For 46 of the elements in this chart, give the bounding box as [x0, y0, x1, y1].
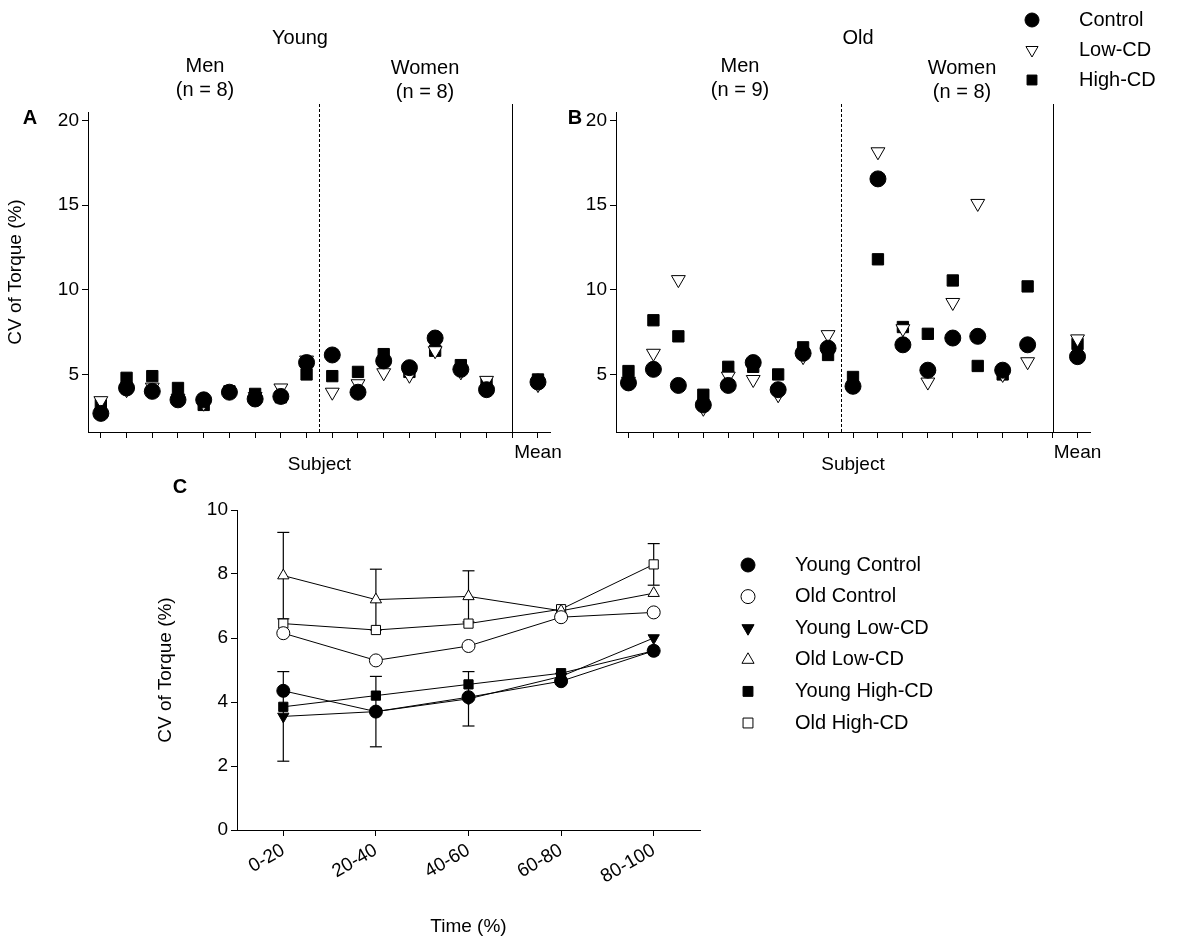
y-tick-label: 15 — [585, 193, 607, 215]
y-tick-label: 15 — [57, 193, 79, 215]
y-tick-label: 5 — [68, 362, 79, 384]
y-tick-label: 2 — [217, 754, 228, 776]
y-tick-label: 20 — [57, 108, 79, 130]
legend-label: Low-CD — [1079, 37, 1152, 60]
y-tick-label: 10 — [585, 278, 607, 300]
y-tick-label: 0 — [217, 818, 228, 840]
y-tick-label: 10 — [206, 498, 228, 520]
legend-label: Old High-CD — [795, 710, 909, 733]
text: C — [172, 474, 188, 497]
x-tick-label: 0-20 — [244, 838, 288, 876]
text: Women — [927, 55, 997, 78]
text: Women — [390, 55, 460, 78]
text: (n = 8) — [175, 77, 235, 100]
y-tick-label: 6 — [217, 626, 228, 648]
legend-label: Old Control — [795, 584, 897, 607]
x-tick-label: Mean — [514, 440, 562, 462]
text: B — [567, 105, 583, 128]
legend-label: Old Low-CD — [795, 647, 904, 670]
x-axis-title: Time (%) — [430, 914, 507, 936]
y-axis-title: CV of Torque (%) — [3, 199, 25, 345]
text: A — [22, 105, 38, 128]
x-tick-label: 60-80 — [513, 838, 566, 882]
text: Young — [272, 25, 328, 48]
y-tick-label: 5 — [596, 362, 607, 384]
y-tick-label: 4 — [217, 690, 229, 712]
y-tick-label: 20 — [585, 108, 607, 130]
y-tick-label: 10 — [57, 278, 79, 300]
text: (n = 8) — [932, 79, 992, 102]
legend-label: Young Low-CD — [795, 615, 929, 638]
y-tick-label: 8 — [217, 562, 228, 584]
legend-label: Young High-CD — [795, 678, 934, 701]
text: Men — [185, 53, 225, 76]
text: Old — [842, 25, 874, 48]
text: Men — [720, 53, 760, 76]
y-axis-title: CV of Torque (%) — [153, 597, 175, 743]
x-tick-label: Mean — [1053, 440, 1102, 462]
x-axis-title: Subject — [821, 452, 886, 474]
text: (n = 8) — [395, 79, 455, 102]
legend-label: Young Control — [795, 552, 922, 575]
x-tick-label: 40-60 — [420, 838, 474, 882]
text: (n = 9) — [710, 77, 770, 100]
legend-label: Control — [1079, 7, 1144, 30]
legend-label: High-CD — [1079, 67, 1156, 90]
x-axis-title: Subject — [287, 452, 352, 474]
